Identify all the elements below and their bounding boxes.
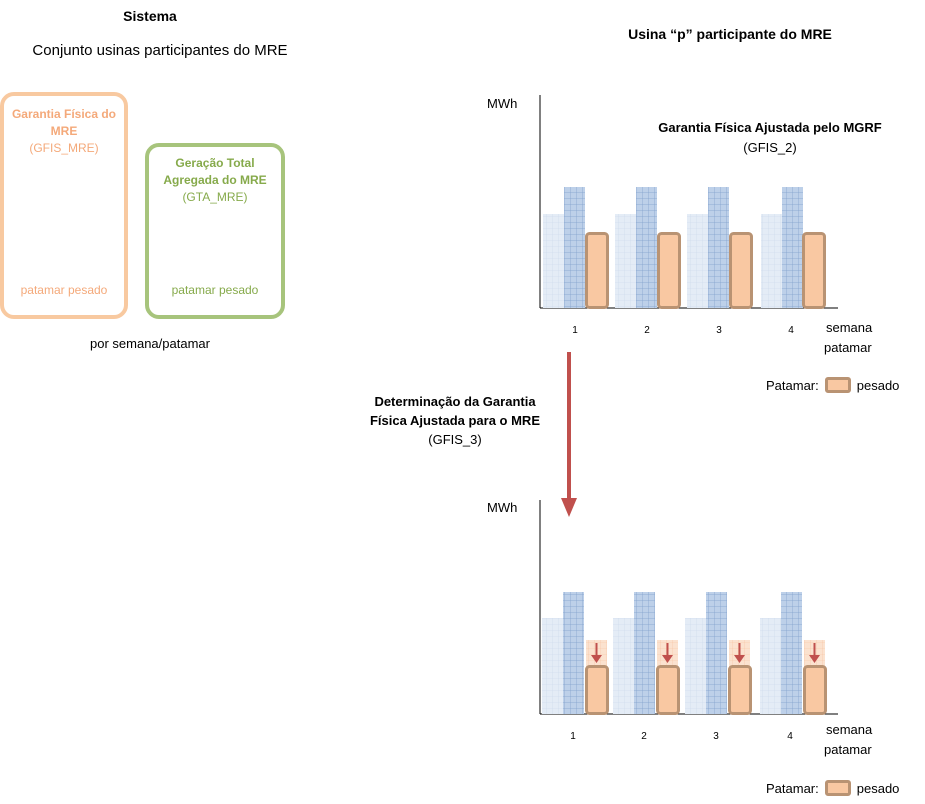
top-week-1-group — [543, 187, 609, 309]
gta-mre-label: Geração Total Agregada do MRE — [149, 155, 281, 189]
bottom-week-1-group — [542, 592, 609, 715]
bottom-w4-orange-bar — [803, 665, 827, 715]
top-week-2-group — [615, 187, 681, 309]
sistema-title: Sistema — [123, 8, 177, 24]
step-title: Determinação da Garantia Física Ajustada… — [330, 392, 580, 430]
bottom-week-label-3: 3 — [713, 731, 719, 742]
top-w3-light-bar — [687, 214, 708, 308]
top-w4-orange-bar — [802, 232, 826, 309]
bottom-w4-light-bar — [760, 618, 781, 714]
top-w3-orange-bar — [729, 232, 753, 309]
bottom-x-label-semana: semana — [826, 722, 873, 737]
bottom-week-4-group — [760, 592, 827, 715]
gfis-mre-line2: MRE — [50, 124, 78, 138]
step-title-line1: Determinação da Garantia — [374, 394, 536, 409]
step-code: (GFIS_3) — [428, 432, 482, 447]
bottom-w1-light-bar — [542, 618, 563, 714]
top-week-label-1: 1 — [572, 325, 578, 336]
top-legend-swatch — [824, 377, 851, 393]
top-w1-light-bar — [543, 214, 564, 308]
bottom-legend: Patamar: pesado — [766, 780, 899, 796]
top-week-label-3: 3 — [716, 325, 722, 336]
bottom-w2-blue-bar — [634, 592, 655, 714]
top-legend-item: pesado — [856, 377, 900, 393]
gfis-mre-footer: patamar pesado — [20, 283, 108, 297]
down-arrow — [561, 352, 577, 517]
top-chart-heading: Garantia Física Ajustada pelo MGRF — [658, 120, 882, 135]
bottom-w3-blue-bar — [706, 592, 727, 714]
gfis-mre-box: Garantia Física do MRE (GFIS_MRE) patama… — [0, 92, 128, 319]
top-w2-orange-bar — [657, 232, 681, 309]
top-w1-orange-bar — [585, 232, 609, 309]
bottom-w2-light-bar — [613, 618, 634, 714]
bottom-chart-y-label: MWh — [487, 500, 518, 515]
bottom-w3-orange-bar — [728, 665, 752, 715]
top-w4-blue-bar — [782, 187, 803, 308]
gta-mre-footer: patamar pesado — [171, 283, 259, 297]
usina-title: Usina “p” participante do MRE — [628, 26, 832, 42]
gta-mre-line1: Geração Total — [175, 156, 255, 170]
top-week-label-4: 4 — [788, 325, 794, 336]
top-chart-code: (GFIS_2) — [743, 140, 797, 155]
gfis-mre-line1: Garantia Física do — [11, 107, 117, 121]
gfis-mre-label: Garantia Física do MRE — [4, 106, 124, 140]
top-week-4-group — [761, 187, 826, 309]
bottom-w2-orange-bar — [656, 665, 680, 715]
top-w2-blue-bar — [636, 187, 657, 308]
bottom-w4-blue-bar — [781, 592, 802, 714]
top-week-label-2: 2 — [644, 325, 650, 336]
gta-mre-code: (GTA_MRE) — [182, 190, 248, 204]
bottom-legend-swatch — [824, 780, 851, 796]
bottom-w1-orange-bar — [585, 665, 609, 715]
top-chart-y-label: MWh — [487, 96, 518, 111]
bottom-week-label-1: 1 — [570, 731, 576, 742]
bottom-w3-light-bar — [685, 618, 706, 714]
gta-mre-line2: Agregada do MRE — [163, 173, 267, 187]
sistema-subtitle: Conjunto usinas participantes do MRE — [32, 42, 288, 59]
top-x-label-semana: semana — [826, 320, 873, 335]
top-week-3-group — [687, 187, 753, 309]
top-w2-light-bar — [615, 214, 636, 308]
top-w4-light-bar — [761, 214, 782, 308]
top-x-label-patamar: patamar — [824, 340, 872, 355]
top-w1-blue-bar — [564, 187, 585, 308]
gta-mre-box: Geração Total Agregada do MRE (GTA_MRE) … — [145, 143, 285, 319]
gfis-mre-code: (GFIS_MRE) — [29, 141, 99, 155]
step-title-line2: Física Ajustada para o MRE — [369, 413, 540, 428]
top-legend: Patamar: pesado — [766, 377, 899, 393]
bottom-week-label-2: 2 — [641, 731, 647, 742]
top-legend-label: Patamar: — [766, 377, 819, 393]
top-w3-blue-bar — [708, 187, 729, 308]
por-semana-note: por semana/patamar — [90, 336, 210, 351]
bottom-week-3-group — [685, 592, 752, 715]
bottom-legend-item: pesado — [856, 780, 900, 796]
bottom-w1-blue-bar — [563, 592, 584, 714]
bottom-x-label-patamar: patamar — [824, 742, 872, 757]
bottom-week-2-group — [613, 592, 680, 715]
bottom-week-label-4: 4 — [787, 731, 793, 742]
bottom-legend-label: Patamar: — [766, 780, 819, 796]
